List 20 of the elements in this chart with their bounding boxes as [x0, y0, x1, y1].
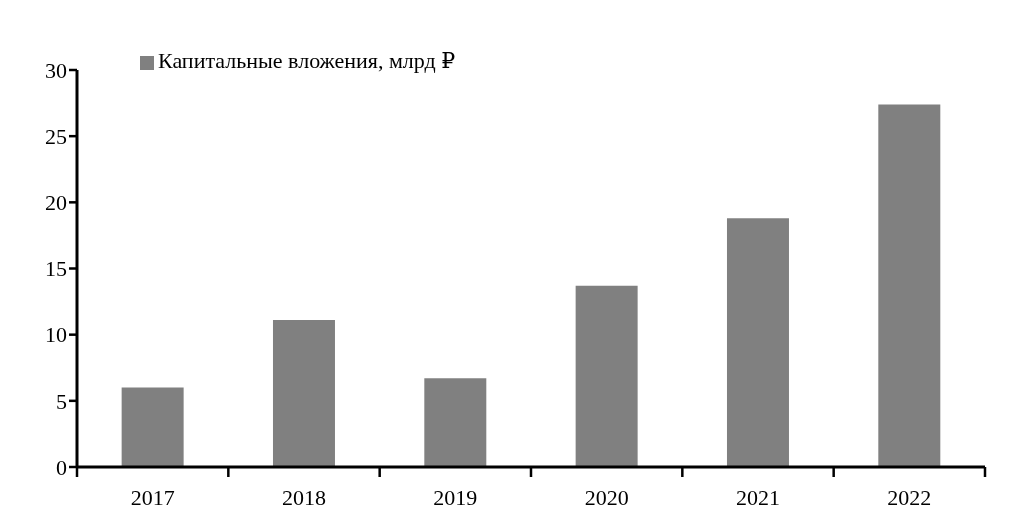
y-tick-label: 25 — [45, 123, 67, 149]
x-tick-label: 2017 — [130, 485, 175, 510]
bar — [121, 387, 184, 467]
y-tick-label: 0 — [56, 454, 67, 480]
x-tick-label: 2019 — [433, 485, 478, 510]
y-tick-label: 15 — [45, 256, 67, 282]
bar — [424, 378, 487, 467]
y-tick-label: 5 — [56, 388, 67, 414]
y-tick-label: 10 — [45, 322, 67, 348]
bar — [726, 218, 789, 467]
bar — [272, 320, 335, 467]
x-tick-label: 2022 — [887, 485, 932, 510]
y-tick-label: 30 — [45, 57, 67, 83]
bar — [575, 285, 638, 467]
x-tick-label: 2021 — [736, 485, 780, 510]
x-tick-label: 2018 — [282, 485, 326, 510]
bar — [878, 104, 941, 467]
legend-label: Капитальные вложения, млрд ₽ — [158, 48, 456, 73]
y-tick-label: 20 — [45, 190, 67, 216]
x-tick-label: 2020 — [584, 485, 629, 510]
